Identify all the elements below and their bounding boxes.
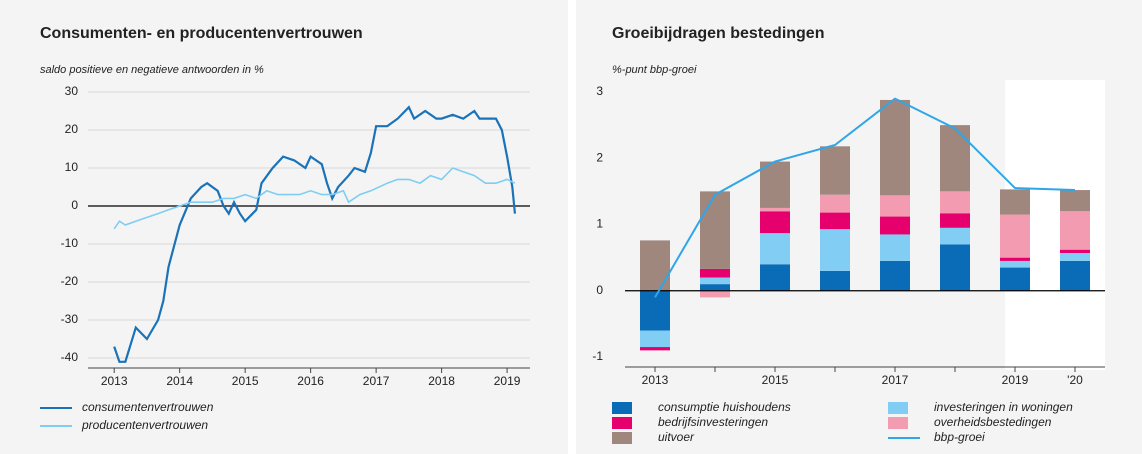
y-tick-label: 1 [596, 217, 603, 231]
x-tick-label: 2016 [297, 374, 324, 388]
bar-segment [820, 229, 850, 271]
legend-swatch [612, 402, 632, 414]
legend-label: uitvoer [658, 430, 695, 444]
bar-segment [1060, 190, 1090, 212]
y-tick-label: 3 [596, 84, 603, 98]
y-tick-label: 2 [596, 150, 603, 164]
bar-segment [880, 234, 910, 261]
bar-segment [700, 191, 730, 269]
x-tick-label: 2015 [762, 373, 789, 387]
legend-swatch [888, 417, 908, 429]
y-tick-label: 10 [65, 160, 79, 174]
legend-label: bbp-groei [934, 430, 985, 444]
subtitle: saldo positieve en negatieve antwoorden … [40, 64, 264, 76]
bar-segment [1060, 252, 1090, 261]
x-tick-label: 2013 [101, 374, 128, 388]
x-tick-label: 2019 [494, 374, 521, 388]
x-tick-label: '20 [1067, 373, 1083, 387]
bar-segment [700, 268, 730, 278]
bar-segment [760, 211, 790, 234]
x-tick-label: 2015 [232, 374, 259, 388]
y-tick-label: 30 [65, 84, 79, 98]
bar-segment [1000, 257, 1030, 261]
bar-segment [760, 161, 790, 208]
bar-segment [700, 284, 730, 291]
bar-segment [760, 207, 790, 212]
bar-segment [940, 191, 970, 214]
bar-segment [1060, 211, 1090, 250]
bar-segment [640, 330, 670, 348]
legend-label: overheidsbestedingen [934, 415, 1052, 429]
panel-left [0, 0, 568, 454]
legend-label: consumentenvertrouwen [82, 400, 214, 414]
line [113, 105, 517, 363]
bar-segment [640, 240, 670, 291]
bar-segment [1000, 214, 1030, 258]
bar-segment [880, 260, 910, 291]
y-tick-label: -40 [61, 350, 79, 364]
y-tick-label: 0 [596, 283, 603, 297]
bar-segment [1060, 260, 1090, 291]
bar-segment [940, 244, 970, 291]
bar-segment [760, 264, 790, 291]
bar-segment [880, 99, 910, 196]
legend-label: consumptie huishoudens [658, 400, 791, 414]
bar-segment [1000, 267, 1030, 291]
bar-segment [820, 146, 850, 195]
bar-segment [820, 212, 850, 230]
bar-segment [880, 195, 910, 217]
bar-segment [700, 277, 730, 285]
legend-label: bedrijfsinvesteringen [658, 415, 768, 429]
x-tick-label: 2013 [642, 373, 669, 387]
y-tick-label: -1 [592, 349, 603, 363]
x-tick-label: 2017 [882, 373, 909, 387]
x-tick-label: 2019 [1002, 373, 1029, 387]
bar-segment [1000, 189, 1030, 215]
line [654, 97, 1076, 298]
bar-segment [880, 216, 910, 235]
bar-segment [940, 125, 970, 192]
x-tick-label: 2014 [166, 374, 193, 388]
bar-segment [820, 270, 850, 291]
bar-segment [1000, 260, 1030, 268]
legend-label: producentenvertrouwen [81, 418, 208, 432]
legend-swatch [612, 417, 632, 429]
y-tick-label: -10 [61, 236, 79, 250]
bar-segment [760, 233, 790, 265]
bar-segment [1060, 249, 1090, 253]
line [113, 167, 516, 230]
y-tick-label: -20 [61, 274, 79, 288]
chart-title: Consumenten- en producentenvertrouwen [40, 25, 363, 42]
legend-swatch [888, 402, 908, 414]
bar-segment [940, 213, 970, 228]
legend-label: investeringen in woningen [934, 400, 1073, 414]
bar-segment [700, 290, 730, 298]
y-tick-label: -30 [61, 312, 79, 326]
bar-segment [940, 227, 970, 245]
y-tick-label: 20 [65, 122, 79, 136]
x-tick-label: 2017 [363, 374, 390, 388]
subtitle: %-punt bbp-groei [612, 64, 697, 76]
chart-title: Groeibijdragen bestedingen [612, 25, 824, 42]
y-tick-label: 0 [71, 198, 78, 212]
bar-segment [640, 347, 670, 351]
x-tick-label: 2018 [428, 374, 455, 388]
legend-swatch [612, 432, 632, 444]
bar-segment [820, 194, 850, 213]
